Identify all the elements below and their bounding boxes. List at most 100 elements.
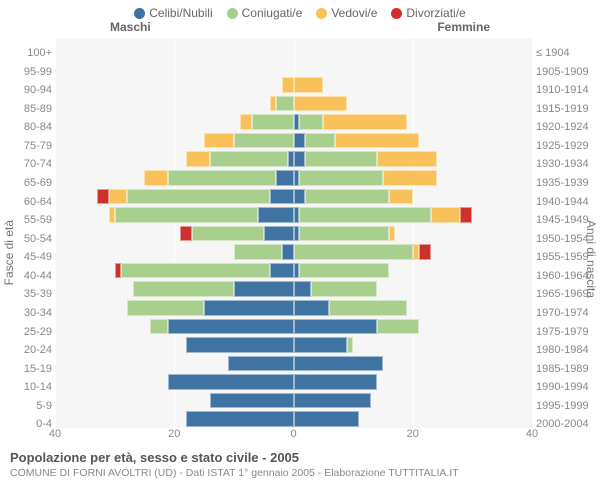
bar-segment [252, 114, 294, 130]
bar-segment [389, 226, 395, 242]
birth-year-label: 1955-1959 [536, 248, 600, 266]
bar-segment [204, 300, 293, 316]
bar-segment [294, 337, 348, 353]
age-label: 70-74 [0, 155, 52, 173]
bar-segment [168, 319, 293, 335]
bar-segment [168, 374, 293, 390]
bar-segment [204, 133, 234, 149]
chart-subtitle: COMUNE DI FORNI AVOLTRI (UD) - Dati ISTA… [10, 467, 590, 479]
bar-segment [234, 133, 294, 149]
age-label: 5-9 [0, 397, 52, 415]
bar-segment [133, 281, 234, 297]
divorziati-dot-icon [391, 8, 402, 19]
legend: Celibi/NubiliConiugati/eVedovi/eDivorzia… [0, 0, 600, 20]
bar-segment [305, 189, 388, 205]
bar-segment [294, 133, 306, 149]
bar-segment [377, 151, 437, 167]
x-tick: 0 [290, 428, 296, 440]
bar-segment [121, 263, 270, 279]
bar-segment [299, 263, 388, 279]
chart-title: Popolazione per età, sesso e stato civil… [10, 450, 590, 465]
age-label: 75-79 [0, 137, 52, 155]
age-label: 20-24 [0, 341, 52, 359]
pyramid-row [55, 261, 532, 280]
birth-year-label: 1930-1934 [536, 155, 600, 173]
birth-year-label: 1950-1954 [536, 230, 600, 248]
bar-segment [144, 170, 168, 186]
legend-item-celibi: Celibi/Nubili [134, 6, 212, 20]
bar-segment [186, 151, 210, 167]
bar-segment [210, 393, 293, 409]
legend-label: Celibi/Nubili [149, 6, 212, 20]
birth-year-label: 1945-1949 [536, 211, 600, 229]
bar-segment [109, 207, 115, 223]
bar-segment [282, 244, 294, 260]
bar-segment [294, 374, 377, 390]
birth-year-label: 1960-1964 [536, 267, 600, 285]
males-header: Maschi [110, 20, 151, 34]
birth-year-label: 1920-1924 [536, 118, 600, 136]
legend-item-vedovi: Vedovi/e [316, 6, 377, 20]
pyramid-row [55, 409, 532, 428]
bar-segment [186, 411, 293, 427]
bar-segment [270, 189, 294, 205]
pyramid-row [55, 317, 532, 336]
bar-segment [305, 151, 377, 167]
bar-segment [240, 114, 252, 130]
bar-segment [127, 300, 205, 316]
x-tick: 20 [407, 428, 419, 440]
birth-year-label: 1915-1919 [536, 100, 600, 118]
pyramid-row [55, 187, 532, 206]
caption: Popolazione per età, sesso e stato civil… [0, 446, 600, 479]
bar-segment [115, 207, 258, 223]
bar-segment [276, 96, 294, 112]
bar-segment [109, 189, 127, 205]
birth-year-label: 1970-1974 [536, 304, 600, 322]
vedovi-dot-icon [316, 8, 327, 19]
birth-year-label: 1910-1914 [536, 81, 600, 99]
bar-segment [180, 226, 192, 242]
pyramid-row [55, 335, 532, 354]
bar-segment [294, 319, 377, 335]
bar-segment [270, 96, 276, 112]
birth-year-label: 1975-1979 [536, 323, 600, 341]
legend-label: Vedovi/e [331, 6, 377, 20]
age-label: 55-59 [0, 211, 52, 229]
bar-segment [258, 207, 294, 223]
bar-segment [276, 170, 294, 186]
bar-segment [186, 337, 293, 353]
bar-segment [347, 337, 353, 353]
bar-segment [294, 244, 413, 260]
age-label: 60-64 [0, 193, 52, 211]
birth-year-label: 1905-1909 [536, 63, 600, 81]
pyramid-row [55, 372, 532, 391]
bar-segment [299, 226, 388, 242]
pyramid-plot [55, 38, 532, 428]
age-label: 35-39 [0, 285, 52, 303]
pyramid-row [55, 149, 532, 168]
bar-segment [305, 133, 335, 149]
bar-segment [127, 189, 270, 205]
bar-segment [294, 281, 312, 297]
pyramid-row [55, 112, 532, 131]
age-label: 15-19 [0, 360, 52, 378]
pyramid-row [55, 391, 532, 410]
bar-segment [294, 189, 306, 205]
legend-label: Divorziati/e [406, 6, 465, 20]
bar-segment [168, 170, 275, 186]
bar-segment [264, 226, 294, 242]
birth-year-label: 1925-1929 [536, 137, 600, 155]
bar-segment [460, 207, 472, 223]
bar-segment [389, 189, 413, 205]
bar-segment [383, 170, 437, 186]
birth-year-label: 1980-1984 [536, 341, 600, 359]
pyramid-row [55, 38, 532, 57]
pyramid-row [55, 279, 532, 298]
age-label: 0-4 [0, 415, 52, 433]
birth-year-label: 1935-1939 [536, 174, 600, 192]
bar-segment [299, 170, 382, 186]
age-label: 10-14 [0, 378, 52, 396]
celibi-dot-icon [134, 8, 145, 19]
age-label: 45-49 [0, 248, 52, 266]
age-label: 85-89 [0, 100, 52, 118]
